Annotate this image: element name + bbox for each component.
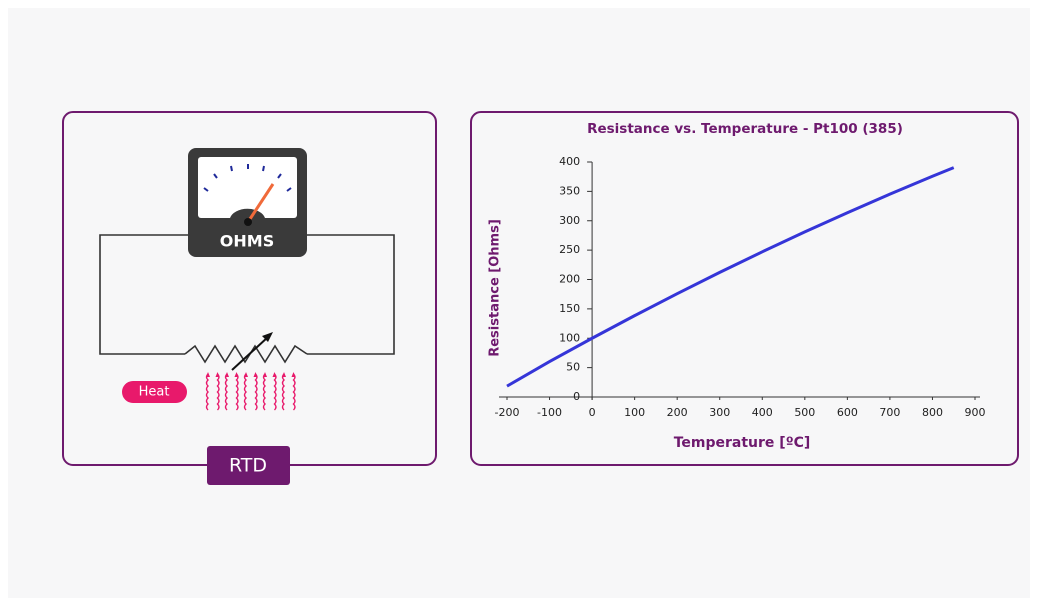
x-axis-label: Temperature [ºC] xyxy=(674,435,811,451)
background xyxy=(8,8,1030,598)
y-tick-label: 50 xyxy=(566,361,580,374)
caption: RTD xyxy=(229,455,267,477)
x-tick-label: -100 xyxy=(537,406,562,419)
x-tick-label: 100 xyxy=(624,406,645,419)
x-tick-label: 0 xyxy=(589,406,596,419)
page: OHMS Heat RTD Resistance vs. Temperature… xyxy=(0,0,1059,599)
y-tick-label: 400 xyxy=(559,155,580,168)
y-tick-label: 0 xyxy=(573,390,580,403)
x-tick-label: 500 xyxy=(794,406,815,419)
y-tick-label: 250 xyxy=(559,243,580,256)
x-tick-label: 600 xyxy=(837,406,858,419)
y-tick-label: 300 xyxy=(559,214,580,227)
x-tick-label: 700 xyxy=(879,406,900,419)
y-axis-label: Resistance [Ohms] xyxy=(488,219,503,357)
y-tick-label: 200 xyxy=(559,273,580,286)
x-tick-label: 900 xyxy=(965,406,986,419)
chart-title: Resistance vs. Temperature - Pt100 (385) xyxy=(587,121,903,137)
x-tick-label: -200 xyxy=(495,406,520,419)
needle-pivot xyxy=(244,218,252,226)
x-tick-label: 800 xyxy=(922,406,943,419)
x-tick-label: 400 xyxy=(752,406,773,419)
y-tick-label: 100 xyxy=(559,331,580,344)
x-tick-label: 300 xyxy=(709,406,730,419)
heat-label: Heat xyxy=(139,385,170,400)
y-tick-label: 150 xyxy=(559,302,580,315)
meter-label: OHMS xyxy=(220,232,274,251)
y-tick-label: 350 xyxy=(559,184,580,197)
x-tick-label: 200 xyxy=(667,406,688,419)
